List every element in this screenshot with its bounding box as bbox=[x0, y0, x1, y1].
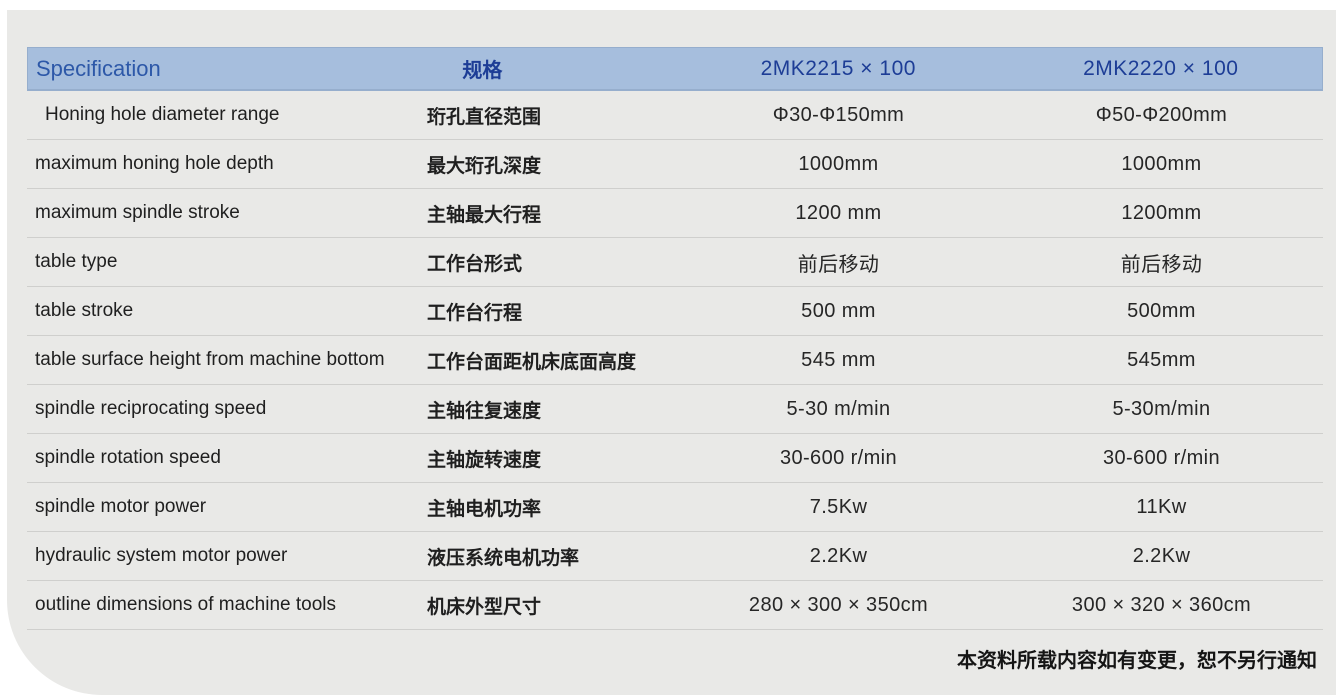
spec-label-en: spindle motor power bbox=[35, 496, 207, 517]
spec-label-zh: 工作台形式 bbox=[427, 253, 523, 275]
spec-label-zh: 工作台面距机床底面高度 bbox=[427, 351, 637, 373]
spec-value-model-a: 7.5Kw bbox=[809, 495, 868, 518]
table-row: Honing hole diameter range 珩孔直径范围 Φ30-Φ1… bbox=[27, 91, 1323, 140]
table-row: maximum spindle stroke 主轴最大行程 1200 mm 12… bbox=[27, 189, 1323, 238]
spec-label-en: Honing hole diameter range bbox=[45, 104, 280, 125]
spec-value-model-b: 30-600 r/min bbox=[1102, 446, 1221, 469]
spec-value-model-b: Φ50-Φ200mm bbox=[1095, 103, 1228, 126]
spec-value-model-a: 5-30 m/min bbox=[786, 397, 891, 420]
spec-value-model-a: 前后移动 bbox=[797, 253, 880, 276]
spec-label-zh: 最大珩孔深度 bbox=[427, 155, 542, 177]
disclaimer-row: 本资料所载内容如有变更，恕不另行通知 bbox=[27, 630, 1323, 686]
spec-value-model-b: 前后移动 bbox=[1120, 253, 1203, 276]
spec-label-en: maximum honing hole depth bbox=[35, 153, 274, 174]
table-row: spindle rotation speed 主轴旋转速度 30-600 r/m… bbox=[27, 434, 1323, 483]
table-row: spindle motor power 主轴电机功率 7.5Kw 11Kw bbox=[27, 483, 1323, 532]
header-spec-chinese: 规格 bbox=[462, 60, 503, 82]
spec-value-model-b: 1200mm bbox=[1121, 201, 1202, 224]
spec-label-en: outline dimensions of machine tools bbox=[35, 594, 337, 615]
spec-label-zh: 主轴最大行程 bbox=[427, 204, 542, 226]
spec-label-en: table type bbox=[35, 251, 118, 272]
table-row: hydraulic system motor power 液压系统电机功率 2.… bbox=[27, 532, 1323, 581]
spec-value-model-a: 280 × 300 × 350cm bbox=[748, 593, 929, 616]
table-row: spindle reciprocating speed 主轴往复速度 5-30 … bbox=[27, 385, 1323, 434]
spec-table-header: Specification 规格 2MK2215 × 100 2MK2220 ×… bbox=[27, 47, 1323, 91]
spec-value-model-a: 1000mm bbox=[798, 152, 879, 175]
spec-label-zh: 机床外型尺寸 bbox=[427, 596, 542, 618]
spec-value-model-b: 2.2Kw bbox=[1132, 544, 1191, 567]
spec-value-model-a: 500 mm bbox=[801, 299, 876, 322]
spec-value-model-a: Φ30-Φ150mm bbox=[772, 103, 905, 126]
table-row: table type 工作台形式 前后移动 前后移动 bbox=[27, 238, 1323, 287]
spec-label-zh: 主轴往复速度 bbox=[427, 400, 542, 422]
spec-label-en: spindle reciprocating speed bbox=[35, 398, 267, 419]
spec-label-zh: 工作台行程 bbox=[427, 302, 523, 324]
header-specification: Specification bbox=[36, 55, 161, 81]
table-row: maximum honing hole depth 最大珩孔深度 1000mm … bbox=[27, 140, 1323, 189]
spec-value-model-a: 2.2Kw bbox=[809, 544, 868, 567]
spec-label-zh: 液压系统电机功率 bbox=[427, 547, 580, 569]
spec-value-model-b: 11Kw bbox=[1136, 495, 1187, 518]
spec-label-en: table stroke bbox=[35, 300, 134, 321]
spec-value-model-b: 300 × 320 × 360cm bbox=[1071, 593, 1252, 616]
spec-table-body: Honing hole diameter range 珩孔直径范围 Φ30-Φ1… bbox=[27, 91, 1323, 630]
spec-table: Specification 规格 2MK2215 × 100 2MK2220 ×… bbox=[27, 47, 1323, 686]
table-row: table stroke 工作台行程 500 mm 500mm bbox=[27, 287, 1323, 336]
header-model-2mk2215: 2MK2215 × 100 bbox=[760, 56, 916, 80]
disclaimer-note: 本资料所载内容如有变更，恕不另行通知 bbox=[957, 649, 1317, 672]
spec-label-en: spindle rotation speed bbox=[35, 447, 221, 468]
spec-value-model-b: 5-30m/min bbox=[1112, 397, 1211, 420]
spec-label-zh: 主轴电机功率 bbox=[427, 498, 542, 520]
spec-value-model-b: 545mm bbox=[1127, 348, 1196, 371]
table-row: table surface height from machine bottom… bbox=[27, 336, 1323, 385]
table-row: outline dimensions of machine tools 机床外型… bbox=[27, 581, 1323, 630]
spec-label-en: maximum spindle stroke bbox=[35, 202, 240, 223]
spec-value-model-b: 500mm bbox=[1127, 299, 1196, 322]
spec-label-zh: 主轴旋转速度 bbox=[427, 449, 542, 471]
header-model-2mk2220: 2MK2220 × 100 bbox=[1083, 56, 1239, 80]
spec-sheet-card: Specification 规格 2MK2215 × 100 2MK2220 ×… bbox=[7, 10, 1336, 695]
spec-value-model-a: 1200 mm bbox=[795, 201, 882, 224]
spec-value-model-a: 545 mm bbox=[801, 348, 876, 371]
spec-label-en: hydraulic system motor power bbox=[35, 545, 288, 566]
spec-value-model-a: 30-600 r/min bbox=[779, 446, 898, 469]
spec-label-zh: 珩孔直径范围 bbox=[427, 106, 542, 128]
spec-value-model-b: 1000mm bbox=[1121, 152, 1202, 175]
spec-label-en: table surface height from machine bottom bbox=[35, 349, 385, 370]
